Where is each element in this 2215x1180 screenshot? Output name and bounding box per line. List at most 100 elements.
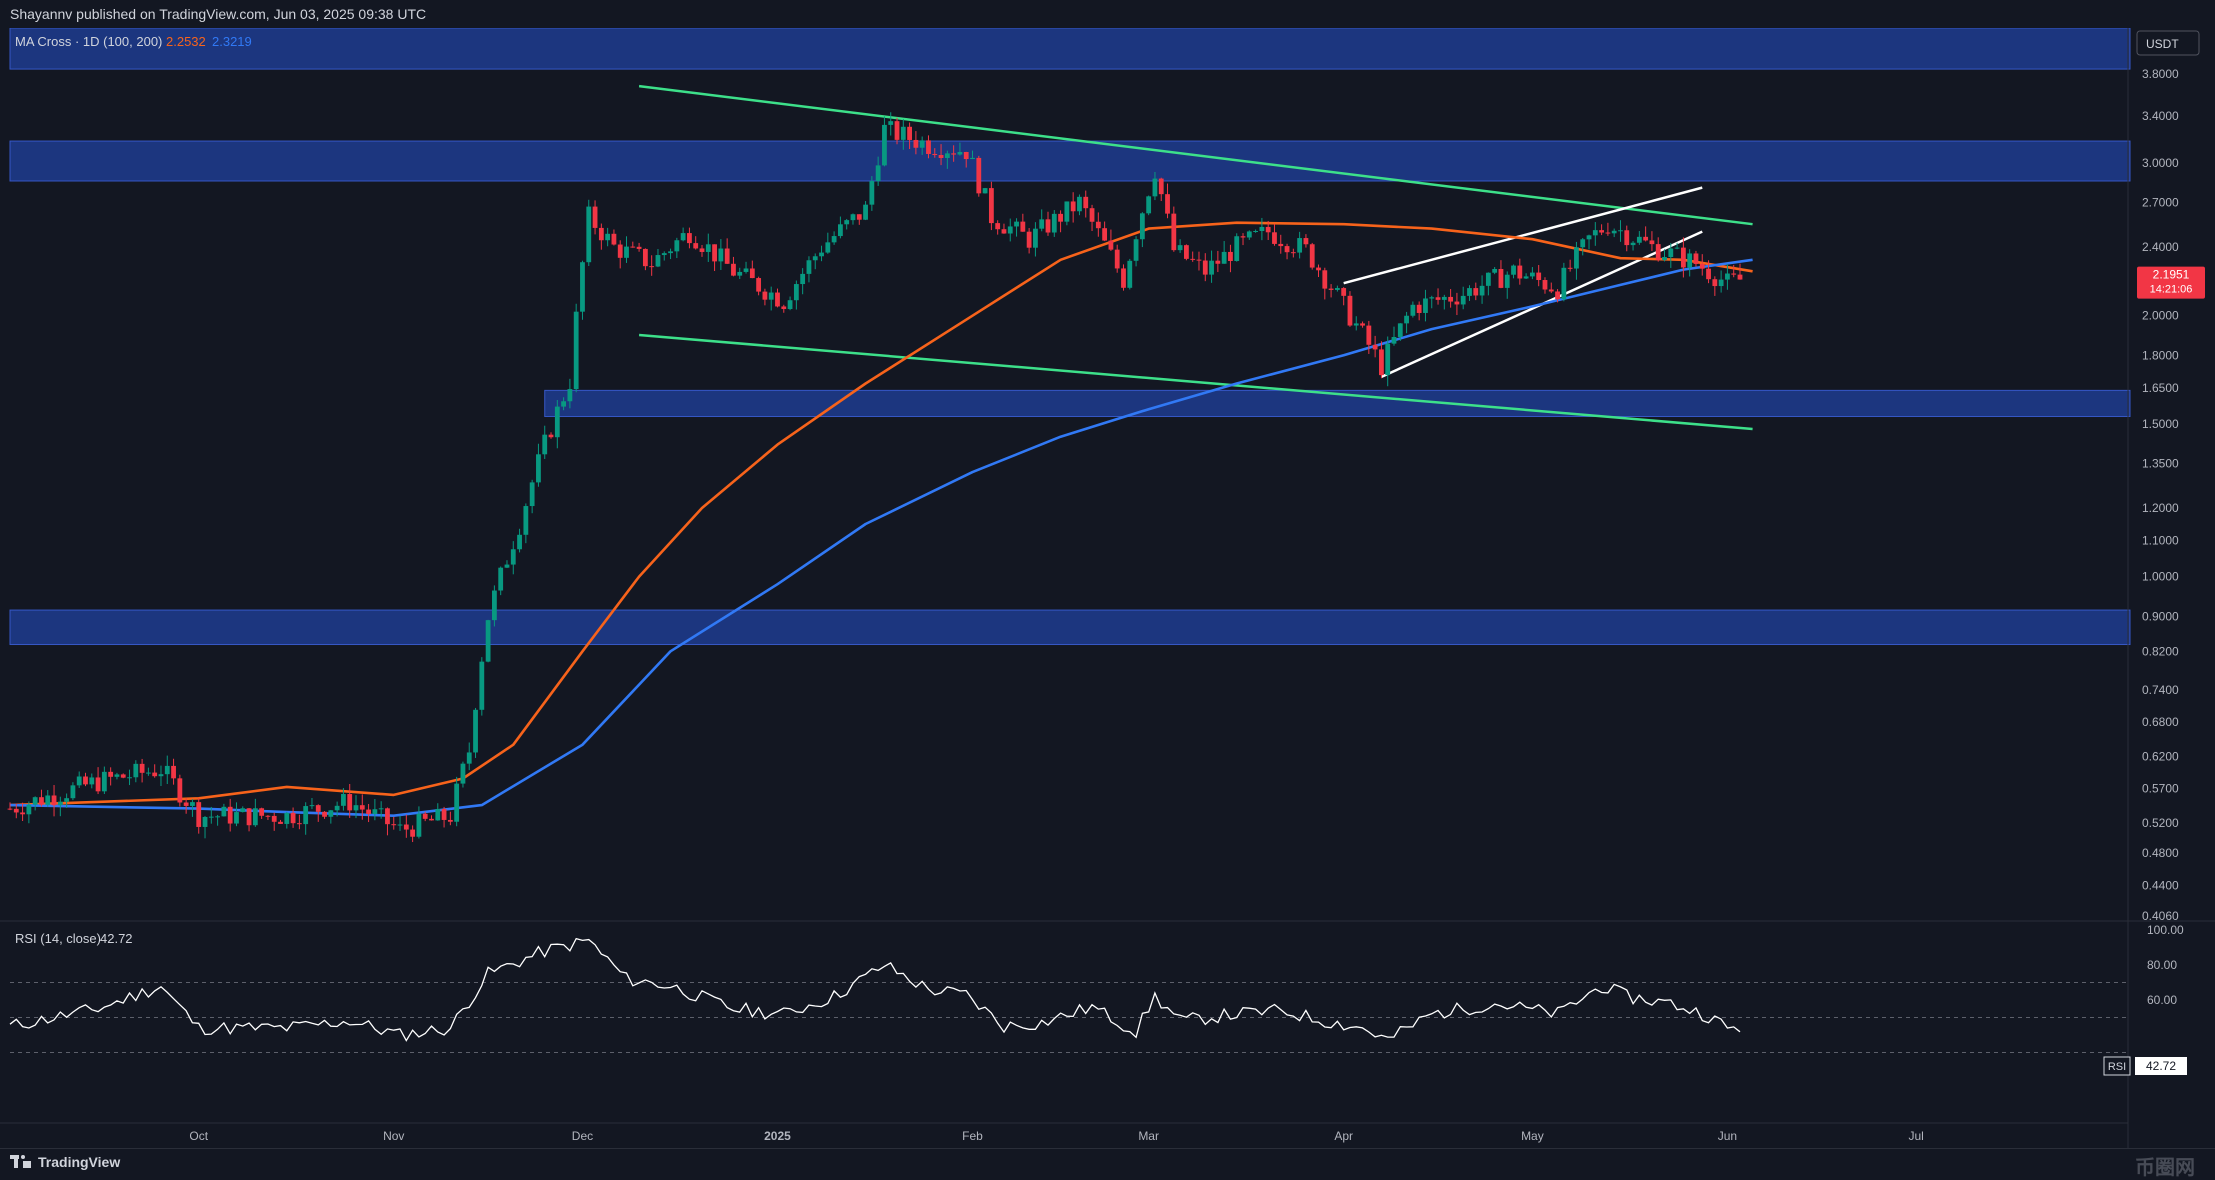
candle-body (466, 752, 472, 764)
ma200-line (9, 258, 1753, 817)
candle-body (1215, 260, 1221, 264)
candle-body (303, 806, 309, 825)
candle-body (359, 805, 365, 810)
price-tick: 0.9000 (2142, 609, 2179, 623)
candle-body (504, 564, 510, 568)
candle-body (240, 808, 246, 813)
rsi-badge-label: RSI (2108, 1061, 2126, 1073)
candle-body (158, 774, 164, 777)
candle-body (1095, 221, 1101, 229)
candle-body (894, 121, 900, 140)
candle-body (1662, 257, 1667, 261)
candle-body (1548, 289, 1554, 292)
candle-body (1712, 279, 1718, 287)
candle-body (1177, 245, 1183, 251)
candle-body (366, 809, 371, 815)
candle-body (1435, 297, 1441, 300)
candles (7, 112, 1743, 843)
candle-body (731, 263, 736, 276)
candle-body (45, 795, 51, 805)
rsi-axis: 100.00 80.00 60.00 (2147, 923, 2184, 1007)
candle-body (290, 812, 296, 824)
candle-body (309, 805, 315, 807)
candle-body (768, 292, 774, 300)
candle-body (1511, 265, 1516, 275)
candle-body (1423, 298, 1428, 313)
candle-body (473, 709, 478, 753)
candle-body (1234, 236, 1240, 261)
candle-body (605, 233, 611, 241)
rsi-tick: 60.00 (2147, 993, 2177, 1007)
tradingview-logo[interactable]: TradingView (10, 1154, 120, 1170)
currency-box[interactable] (2136, 30, 2200, 56)
candle-body (856, 214, 862, 220)
candle-body (328, 810, 334, 817)
candle-body (1014, 221, 1019, 227)
time-tick: Nov (383, 1129, 404, 1143)
time-tick: Feb (962, 1129, 983, 1143)
candle-body (668, 251, 673, 254)
candle-body (737, 271, 743, 276)
publisher-text: Shayannv published on TradingView.com, J… (10, 6, 427, 22)
candle-body (353, 805, 359, 811)
candle-body (756, 278, 762, 292)
last-price-badge (2137, 266, 2205, 299)
tradingview-icon (10, 1155, 32, 1169)
candle-body (271, 815, 277, 822)
publisher-bar: Shayannv published on TradingView.com, J… (0, 0, 2215, 28)
candle-body (1083, 196, 1089, 209)
candle-body (1209, 260, 1214, 275)
price-tick: 1.6500 (2142, 381, 2179, 395)
sr-zone-0 (9, 28, 2131, 70)
candle-body (447, 819, 453, 822)
candle-body (1504, 274, 1510, 288)
candle-body (95, 777, 101, 792)
candle-body (1680, 247, 1686, 268)
candle-body (1039, 219, 1045, 229)
chart-area[interactable]: 3.8000 3.4000 3.0000 2.7000 2.4000 2.0000 1.80… (0, 28, 2215, 1148)
candle-body (529, 482, 535, 507)
candle-body (1265, 226, 1271, 233)
time-tick: Jul (1908, 1129, 1923, 1143)
rsi-line (9, 937, 1741, 1042)
price-axis[interactable]: 3.8000 3.4000 3.0000 2.7000 2.4000 2.0000 1.80… (2142, 67, 2179, 923)
candle-body (322, 811, 327, 817)
price-tick: 0.4400 (2142, 879, 2179, 893)
trendline-0 (638, 84, 1753, 226)
candle-body (661, 253, 667, 256)
candle-body (781, 306, 787, 310)
candle-body (1108, 240, 1114, 250)
candle-body (1567, 267, 1573, 269)
time-axis[interactable]: Oct Nov Dec 2025 Feb Mar Apr May Jun Jul (189, 1129, 1923, 1143)
rsi-value: 42.72 (2146, 1059, 2176, 1073)
candle-body (51, 795, 57, 806)
candle-body (1429, 297, 1435, 299)
candle-body (624, 246, 629, 258)
time-tick: Mar (1138, 1129, 1159, 1143)
candle-body (221, 806, 227, 817)
candle-body (429, 818, 434, 821)
candle-body (580, 262, 585, 312)
candle-body (812, 256, 818, 261)
candle-body (838, 224, 843, 237)
candle-body (252, 808, 258, 826)
candle-body (693, 243, 699, 249)
candle-body (101, 771, 107, 792)
watermark: 币圈网 (2135, 1157, 2195, 1179)
candle-body (1498, 268, 1504, 288)
candle-body (1379, 349, 1384, 376)
candle-body (1290, 252, 1296, 254)
candle-body (1410, 304, 1416, 316)
candle-body (1460, 295, 1466, 305)
candle-body (1636, 236, 1642, 243)
ma100-value: 2.2532 (166, 34, 206, 49)
candle-body (1139, 213, 1145, 240)
candle-body (341, 794, 346, 806)
rsi-badge-tag (2103, 1056, 2131, 1076)
candle-body (378, 808, 384, 810)
candle-body (1259, 226, 1265, 232)
candle-body (561, 401, 566, 407)
candle-body (699, 248, 705, 252)
candle-body (460, 763, 466, 784)
candle-body (1523, 276, 1529, 279)
